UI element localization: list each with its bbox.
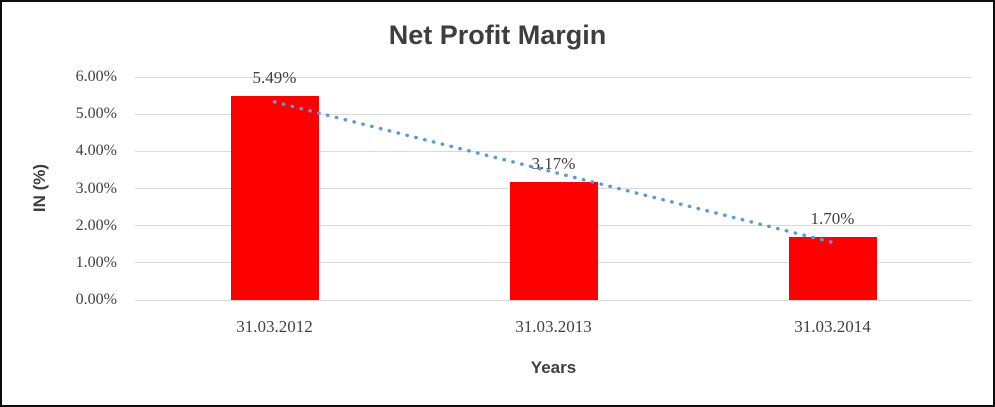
chart-title: Net Profit Margin — [388, 20, 607, 50]
gridline — [135, 76, 972, 78]
bar-value-label: 3.17% — [531, 154, 576, 174]
x-axis-tick-label: 31.03.2013 — [515, 317, 592, 336]
bar-value-label: 5.49% — [252, 67, 297, 87]
plot-area: 5.49% 3.17% 1.70% — [135, 68, 972, 301]
bar-31.03.2013 — [509, 182, 598, 300]
y-axis-tick-label: 4.00% — [75, 142, 117, 160]
x-axis-title: Years — [530, 358, 577, 377]
y-axis-tick-label: 1.00% — [75, 253, 117, 271]
bar-31.03.2012 — [230, 95, 319, 300]
y-axis-tick-label: 2.00% — [75, 216, 117, 234]
y-axis-tick-label: 6.00% — [75, 68, 117, 85]
x-axis-tick-label: 31.03.2012 — [236, 317, 313, 336]
y-axis-tick-label: 3.00% — [75, 179, 117, 197]
bar-value-label: 1.70% — [810, 208, 855, 228]
y-axis-tick-label: 5.00% — [75, 105, 117, 123]
gridline — [135, 299, 972, 301]
y-axis-tick-label: 0.00% — [75, 291, 117, 308]
bar-31.03.2014 — [788, 236, 877, 300]
x-axis-tick-label: 31.03.2014 — [794, 317, 871, 336]
